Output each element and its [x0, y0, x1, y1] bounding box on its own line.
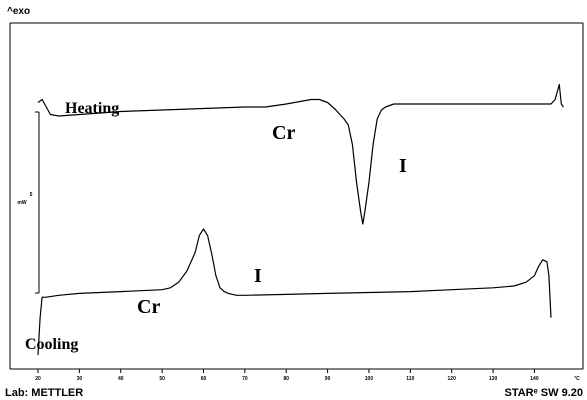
x-tick-label: 90	[325, 376, 331, 382]
annotation-cooling-cr: Cr	[137, 296, 160, 318]
x-tick-label: 40	[118, 376, 124, 382]
annotation-heating-cr: Cr	[272, 122, 295, 144]
x-axis-ticks: 20 30 40 50 60 70 80 90 100 110 120 130 140 °C	[35, 369, 580, 382]
scale-bar-value: 5	[30, 192, 33, 198]
series-line-heating	[37, 83, 564, 225]
x-tick-label: 130	[489, 376, 498, 382]
x-tick-label: 100	[365, 376, 374, 382]
x-tick-label: 60	[201, 376, 207, 382]
x-tick-label: 80	[283, 376, 289, 382]
x-tick-label: 110	[406, 376, 414, 382]
x-tick-label: 70	[242, 376, 248, 382]
y-axis-label: ^exo	[7, 6, 30, 17]
x-tick-label: 20	[35, 376, 41, 382]
footer-lab: Lab: METTLER	[5, 387, 83, 399]
x-tick-label: 120	[448, 376, 457, 382]
annotation-heating: Heating	[65, 100, 119, 117]
scale-bar-unit: mW	[17, 200, 26, 206]
footer-software: STARᵉ SW 9.20	[504, 387, 583, 399]
series-layer	[37, 83, 564, 356]
x-axis-unit: °C	[574, 376, 580, 382]
x-tick-label: 140	[530, 376, 539, 382]
annotation-heating-i: I	[399, 155, 407, 177]
x-tick-label: 50	[159, 376, 165, 382]
annotation-cooling: Cooling	[25, 336, 78, 353]
x-tick-label: 30	[77, 376, 83, 382]
series-line-cooling	[37, 228, 552, 356]
annotation-cooling-i: I	[254, 265, 262, 287]
